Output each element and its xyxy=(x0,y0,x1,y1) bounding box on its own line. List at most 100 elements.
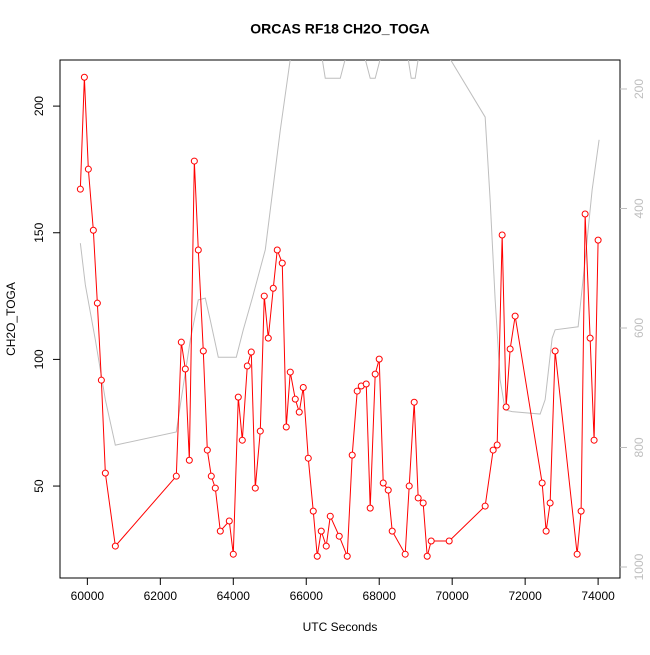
data-point xyxy=(194,246,202,254)
data-point xyxy=(309,507,317,515)
data-point xyxy=(410,398,418,406)
data-point xyxy=(89,226,97,234)
data-point xyxy=(295,408,303,416)
y2-tick-label: 200 xyxy=(632,79,646,99)
y-tick-label: 50 xyxy=(32,479,46,493)
data-point xyxy=(256,427,264,435)
data-point xyxy=(511,312,519,320)
y2-tick-label: 800 xyxy=(632,437,646,457)
data-point xyxy=(317,527,325,535)
data-point xyxy=(247,348,255,356)
data-point xyxy=(304,454,312,462)
data-point xyxy=(216,527,224,535)
data-point xyxy=(590,436,598,444)
data-point xyxy=(414,494,422,502)
x-tick-label: 72000 xyxy=(508,589,542,603)
plot-area xyxy=(76,60,602,560)
data-point xyxy=(177,338,185,346)
x-tick-label: 62000 xyxy=(144,589,178,603)
data-point xyxy=(322,542,330,550)
x-tick-label: 68000 xyxy=(363,589,397,603)
data-point xyxy=(379,479,387,487)
data-point xyxy=(375,355,383,363)
x-tick-label: 66000 xyxy=(290,589,324,603)
data-point xyxy=(260,292,268,300)
data-point xyxy=(238,436,246,444)
data-point xyxy=(190,157,198,165)
data-point xyxy=(185,456,193,464)
data-point xyxy=(313,552,321,560)
data-point xyxy=(80,73,88,81)
data-point xyxy=(573,550,581,558)
data-point xyxy=(181,365,189,373)
data-point xyxy=(502,403,510,411)
data-point xyxy=(551,347,559,355)
x-tick-label: 60000 xyxy=(71,589,105,603)
data-point xyxy=(335,532,343,540)
x-axis-label: UTC Seconds xyxy=(303,620,378,634)
y-tick-label: 200 xyxy=(32,96,46,116)
data-point xyxy=(234,393,242,401)
data-point xyxy=(229,550,237,558)
data-point xyxy=(405,482,413,490)
data-point xyxy=(423,552,431,560)
data-point xyxy=(111,542,119,550)
data-point xyxy=(445,537,453,545)
data-point xyxy=(481,502,489,510)
data-point xyxy=(353,387,361,395)
data-point xyxy=(269,284,277,292)
data-point xyxy=(93,299,101,307)
data-point xyxy=(366,504,374,512)
data-point xyxy=(225,517,233,525)
y2-line xyxy=(79,60,600,446)
data-point xyxy=(594,236,602,244)
data-point xyxy=(286,368,294,376)
data-point xyxy=(498,231,506,239)
data-point xyxy=(84,165,92,173)
data-point xyxy=(427,537,435,545)
data-point xyxy=(282,423,290,431)
data-point xyxy=(264,334,272,342)
data-point xyxy=(388,527,396,535)
data-point xyxy=(371,370,379,378)
data-point xyxy=(493,441,501,449)
data-point xyxy=(97,376,105,384)
y-tick-label: 150 xyxy=(32,222,46,242)
data-point xyxy=(506,345,514,353)
data-point xyxy=(101,469,109,477)
data-point xyxy=(343,552,351,560)
data-point xyxy=(207,472,215,480)
data-point xyxy=(199,347,207,355)
y2-tick-label: 400 xyxy=(632,198,646,218)
data-point xyxy=(586,334,594,342)
data-point xyxy=(203,446,211,454)
data-point xyxy=(326,512,334,520)
x-tick-label: 74000 xyxy=(581,589,615,603)
data-point xyxy=(273,246,281,254)
y2-tick-label: 1000 xyxy=(632,553,646,580)
data-line xyxy=(79,77,599,557)
x-tick-label: 70000 xyxy=(435,589,469,603)
data-point xyxy=(542,527,550,535)
data-point xyxy=(299,384,307,392)
data-point xyxy=(291,395,299,403)
data-point xyxy=(546,499,554,507)
data-point xyxy=(384,486,392,494)
data-point xyxy=(581,210,589,218)
data-point xyxy=(243,362,251,370)
data-point xyxy=(348,451,356,459)
data-point xyxy=(538,479,546,487)
data-point xyxy=(172,472,180,480)
data-point xyxy=(278,259,286,267)
y-axis-label: CH2O_TOGA xyxy=(4,282,18,356)
x-tick-label: 64000 xyxy=(217,589,251,603)
data-point xyxy=(489,446,497,454)
data-point xyxy=(577,507,585,515)
y2-tick-label: 600 xyxy=(632,318,646,338)
data-point xyxy=(419,499,427,507)
chart-title: ORCAS RF18 CH2O_TOGA xyxy=(250,21,429,37)
plot-box xyxy=(59,59,621,579)
data-point xyxy=(362,380,370,388)
data-point xyxy=(401,550,409,558)
